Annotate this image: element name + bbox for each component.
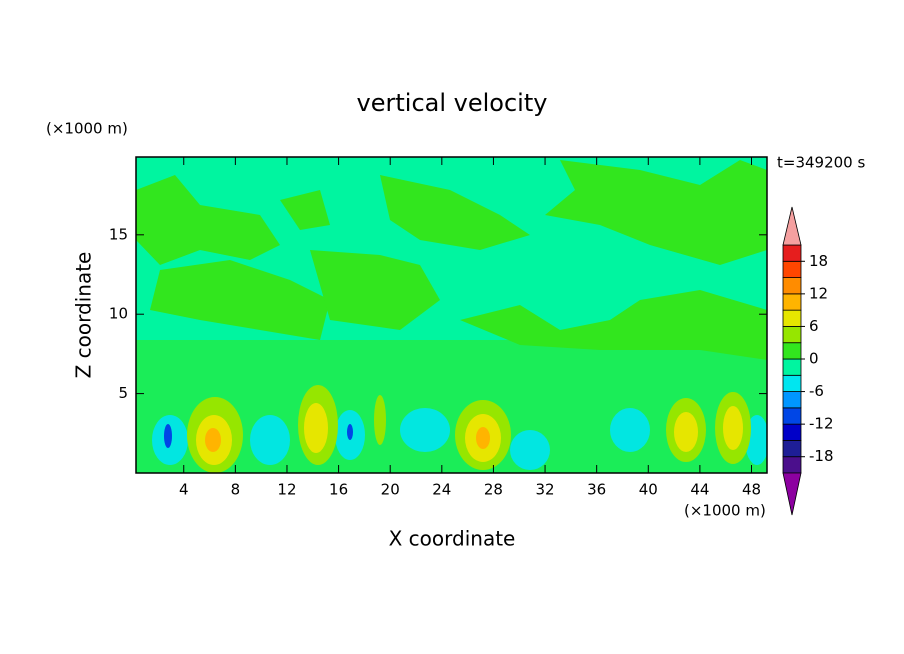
x-tick-label: 44 xyxy=(690,481,709,499)
colorbar-segment xyxy=(782,293,802,311)
chart-title: vertical velocity xyxy=(357,89,548,117)
x-tick-label: 8 xyxy=(231,481,241,499)
colorbar-segment xyxy=(782,391,802,409)
colorbar-tick-label: 0 xyxy=(809,350,819,368)
plot-frame xyxy=(135,156,768,474)
colorbar-under xyxy=(782,472,802,516)
x-tick-label: 24 xyxy=(432,481,451,499)
y-tick-label: 15 xyxy=(109,225,128,243)
contour-field xyxy=(136,157,767,473)
colorbar-segment xyxy=(782,277,802,295)
colorbar-tick-label: -18 xyxy=(809,447,834,465)
colorbar-segment xyxy=(782,309,802,327)
colorbar-tick-label: -6 xyxy=(809,382,824,400)
colorbar-segment xyxy=(782,374,802,392)
x-unit: (×1000 m) xyxy=(684,502,766,520)
x-tick-label: 32 xyxy=(536,481,555,499)
colorbar-segment xyxy=(782,260,802,278)
time-annotation: t=349200 s xyxy=(777,154,865,172)
colorbar-tick-label: -12 xyxy=(809,415,834,433)
colorbar-segment xyxy=(782,326,802,344)
x-tick-label: 20 xyxy=(381,481,400,499)
y-tick-label: 5 xyxy=(118,384,128,402)
y-axis-label: Z coordinate xyxy=(72,252,96,379)
colorbar-over xyxy=(782,206,802,246)
x-tick-label: 48 xyxy=(742,481,761,499)
colorbar-segment xyxy=(782,456,802,474)
x-tick-label: 40 xyxy=(639,481,658,499)
x-tick-label: 4 xyxy=(179,481,189,499)
colorbar-segment xyxy=(782,407,802,425)
colorbar-segment xyxy=(782,358,802,376)
y-tick-label: 10 xyxy=(109,305,128,323)
colorbar-tick-label: 18 xyxy=(809,252,828,270)
colorbar-segment xyxy=(782,423,802,441)
x-tick-label: 28 xyxy=(484,481,503,499)
x-axis-label: X coordinate xyxy=(389,527,516,551)
x-tick-label: 36 xyxy=(587,481,606,499)
y-unit: (×1000 m) xyxy=(46,120,128,138)
colorbar-tick-label: 12 xyxy=(809,284,828,302)
colorbar-tick-label: 6 xyxy=(809,317,819,335)
x-tick-label: 16 xyxy=(329,481,348,499)
x-tick-label: 12 xyxy=(277,481,296,499)
colorbar-segment xyxy=(782,342,802,360)
colorbar-segment xyxy=(782,244,802,262)
colorbar-segment xyxy=(782,440,802,458)
